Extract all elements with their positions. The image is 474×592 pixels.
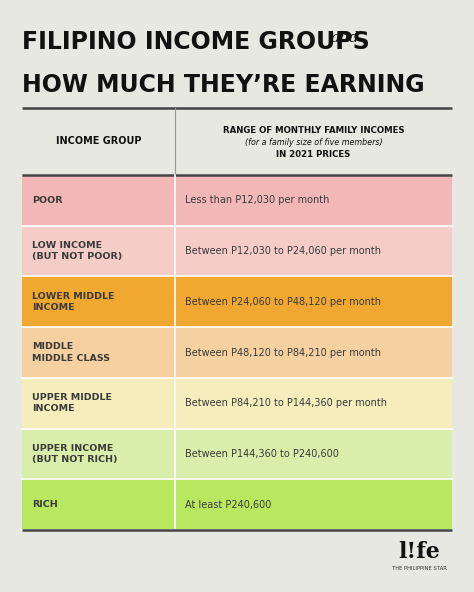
Text: UPPER MIDDLE
INCOME: UPPER MIDDLE INCOME — [32, 393, 112, 413]
Text: Between P84,210 to P144,360 per month: Between P84,210 to P144,360 per month — [185, 398, 387, 408]
Bar — [22, 480, 452, 530]
Text: and: and — [330, 31, 359, 45]
Text: POOR: POOR — [32, 196, 63, 205]
Text: Between P24,060 to P48,120 per month: Between P24,060 to P48,120 per month — [185, 297, 381, 307]
Text: LOW INCOME
(BUT NOT POOR): LOW INCOME (BUT NOT POOR) — [32, 241, 122, 261]
Text: Between P144,360 to P240,600: Between P144,360 to P240,600 — [185, 449, 339, 459]
Text: THE PHILIPPINE STAR: THE PHILIPPINE STAR — [392, 565, 447, 571]
Text: Between P12,030 to P24,060 per month: Between P12,030 to P24,060 per month — [185, 246, 381, 256]
Text: MIDDLE
MIDDLE CLASS: MIDDLE MIDDLE CLASS — [32, 342, 110, 363]
Text: l!fe: l!fe — [398, 541, 440, 563]
Bar — [22, 429, 452, 480]
Text: FILIPINO INCOME GROUPS: FILIPINO INCOME GROUPS — [22, 30, 378, 54]
Text: RANGE OF MONTHLY FAMILY INCOMES: RANGE OF MONTHLY FAMILY INCOMES — [223, 126, 404, 135]
Text: IN 2021 PRICES: IN 2021 PRICES — [276, 150, 351, 159]
Bar — [22, 276, 452, 327]
Text: At least P240,600: At least P240,600 — [185, 500, 272, 510]
Bar — [22, 327, 452, 378]
Bar — [22, 378, 452, 429]
Text: (for a family size of five members): (for a family size of five members) — [245, 138, 383, 147]
Text: RICH: RICH — [32, 500, 58, 509]
Text: Less than P12,030 per month: Less than P12,030 per month — [185, 195, 329, 205]
Bar — [22, 226, 452, 276]
Text: LOWER MIDDLE
INCOME: LOWER MIDDLE INCOME — [32, 292, 115, 312]
Bar — [22, 175, 452, 226]
Text: HOW MUCH THEY’RE EARNING: HOW MUCH THEY’RE EARNING — [22, 73, 425, 97]
Text: INCOME GROUP: INCOME GROUP — [56, 137, 141, 146]
Text: Between P48,120 to P84,210 per month: Between P48,120 to P84,210 per month — [185, 348, 381, 358]
Text: UPPER INCOME
(BUT NOT RICH): UPPER INCOME (BUT NOT RICH) — [32, 443, 118, 464]
